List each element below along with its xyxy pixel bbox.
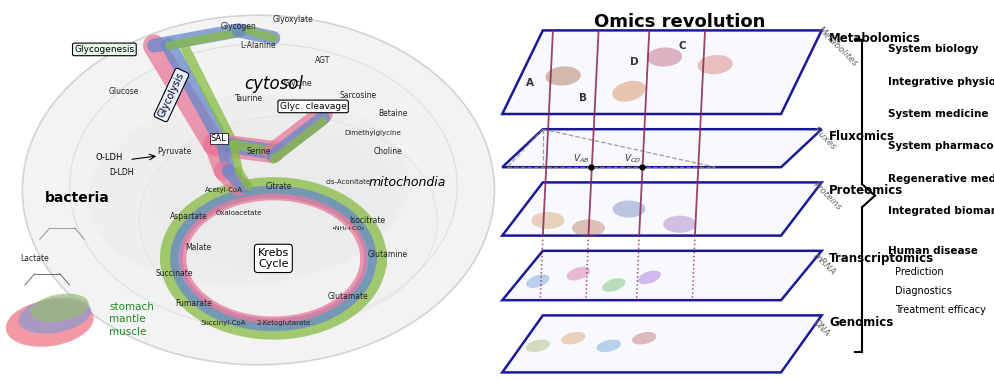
Text: D: D xyxy=(630,57,638,66)
Polygon shape xyxy=(502,251,822,300)
Text: 2-Ketoglutarate: 2-Ketoglutarate xyxy=(256,320,310,326)
Text: Fluxes: Fluxes xyxy=(811,125,838,152)
Text: Lactate: Lactate xyxy=(21,254,49,263)
Text: Betaine: Betaine xyxy=(378,109,408,119)
Ellipse shape xyxy=(31,294,88,322)
Text: Dimethylglycine: Dimethylglycine xyxy=(344,130,402,136)
Text: System biology: System biology xyxy=(888,44,978,54)
Text: Prediction: Prediction xyxy=(896,267,943,277)
Text: Transcriptomics: Transcriptomics xyxy=(829,252,934,265)
Text: O-LDH: O-LDH xyxy=(95,153,123,162)
Ellipse shape xyxy=(561,332,585,344)
Ellipse shape xyxy=(6,299,93,347)
Text: SAL: SAL xyxy=(211,134,227,143)
Polygon shape xyxy=(502,315,822,372)
Text: DNA: DNA xyxy=(811,318,832,338)
Ellipse shape xyxy=(139,116,437,325)
Text: Glutamate: Glutamate xyxy=(328,292,368,301)
Text: Citrate: Citrate xyxy=(265,182,291,191)
Text: Glycogen: Glycogen xyxy=(221,22,256,31)
Text: Succinyl-CoA: Succinyl-CoA xyxy=(201,320,247,326)
Text: cis-Aconitate: cis-Aconitate xyxy=(325,179,371,185)
Text: Integrative physiology: Integrative physiology xyxy=(888,77,994,87)
Text: Integrated biomarkers: Integrated biomarkers xyxy=(888,206,994,216)
Text: Sarcosine: Sarcosine xyxy=(339,90,377,100)
Text: Glucose: Glucose xyxy=(109,87,139,96)
Ellipse shape xyxy=(532,212,565,229)
Ellipse shape xyxy=(149,122,398,274)
Text: Aspartate: Aspartate xyxy=(170,212,208,221)
Text: System medicine: System medicine xyxy=(888,109,988,119)
Text: Acetyl-CoA: Acetyl-CoA xyxy=(205,187,243,193)
Ellipse shape xyxy=(663,216,696,233)
Ellipse shape xyxy=(632,332,656,344)
Text: Choline: Choline xyxy=(374,147,402,157)
Text: Metabolomics: Metabolomics xyxy=(829,32,921,44)
Text: Proteomics: Proteomics xyxy=(829,184,904,196)
Polygon shape xyxy=(502,129,822,167)
Ellipse shape xyxy=(70,44,457,329)
Text: Fluxomics: Fluxomics xyxy=(829,130,896,143)
Text: C: C xyxy=(679,41,686,51)
Text: A: A xyxy=(526,78,534,87)
Ellipse shape xyxy=(572,219,605,236)
Text: AGT: AGT xyxy=(315,56,331,65)
Polygon shape xyxy=(502,182,822,236)
Text: Oxaloacetate: Oxaloacetate xyxy=(216,210,261,216)
Text: Glutamine: Glutamine xyxy=(368,250,408,259)
Text: Metabolites: Metabolites xyxy=(817,25,860,68)
Text: L-Alanine: L-Alanine xyxy=(241,41,276,50)
Text: Serine: Serine xyxy=(247,147,270,157)
Text: B: B xyxy=(580,93,587,103)
Ellipse shape xyxy=(596,340,621,352)
Text: Glycogenesis: Glycogenesis xyxy=(75,45,134,54)
Ellipse shape xyxy=(611,81,646,101)
Text: Omics revolution: Omics revolution xyxy=(594,13,765,31)
Ellipse shape xyxy=(647,48,682,66)
Text: Taurine: Taurine xyxy=(235,94,262,103)
Text: bacteria: bacteria xyxy=(45,191,109,204)
Text: stomach
mantle
muscle: stomach mantle muscle xyxy=(109,302,154,337)
Ellipse shape xyxy=(18,297,91,334)
Text: Glyoxylate: Glyoxylate xyxy=(273,14,313,24)
Ellipse shape xyxy=(602,278,625,292)
Text: Isocitrate: Isocitrate xyxy=(350,216,386,225)
Text: Glyc. cleavage: Glyc. cleavage xyxy=(279,102,347,111)
Text: Human disease: Human disease xyxy=(888,246,977,256)
Text: D-LDH: D-LDH xyxy=(109,168,134,177)
Ellipse shape xyxy=(612,201,645,217)
Ellipse shape xyxy=(526,340,550,352)
Ellipse shape xyxy=(698,55,733,74)
Ellipse shape xyxy=(22,15,495,365)
Ellipse shape xyxy=(526,274,550,288)
Text: System pharmacology: System pharmacology xyxy=(888,141,994,151)
Text: mitochondia: mitochondia xyxy=(369,176,446,189)
Text: $V_{CD}$: $V_{CD}$ xyxy=(624,152,641,165)
Text: Malate: Malate xyxy=(186,242,212,252)
Text: •NH₄+CO₂: •NH₄+CO₂ xyxy=(331,225,365,231)
Text: Regenerative medicine: Regenerative medicine xyxy=(888,174,994,184)
Ellipse shape xyxy=(638,271,661,284)
Text: Pyruvate: Pyruvate xyxy=(157,147,191,157)
Text: Glycolysis: Glycolysis xyxy=(157,71,186,119)
Text: mRNA: mRNA xyxy=(811,251,838,277)
Text: Proteins: Proteins xyxy=(811,180,844,213)
Polygon shape xyxy=(502,30,822,114)
Text: Diagnostics: Diagnostics xyxy=(896,286,952,296)
Ellipse shape xyxy=(88,94,409,286)
Text: Krebs
Cycle: Krebs Cycle xyxy=(257,248,289,269)
Text: $V_{AB}$: $V_{AB}$ xyxy=(574,152,589,165)
Ellipse shape xyxy=(567,267,589,280)
Text: Genomics: Genomics xyxy=(829,317,894,329)
Text: Treatment efficacy: Treatment efficacy xyxy=(896,305,986,315)
Ellipse shape xyxy=(547,66,580,86)
Text: Fumarate: Fumarate xyxy=(176,299,212,309)
Text: Succinate: Succinate xyxy=(155,269,193,278)
Text: Glycine: Glycine xyxy=(284,79,312,88)
Text: cytosol: cytosol xyxy=(244,74,303,93)
